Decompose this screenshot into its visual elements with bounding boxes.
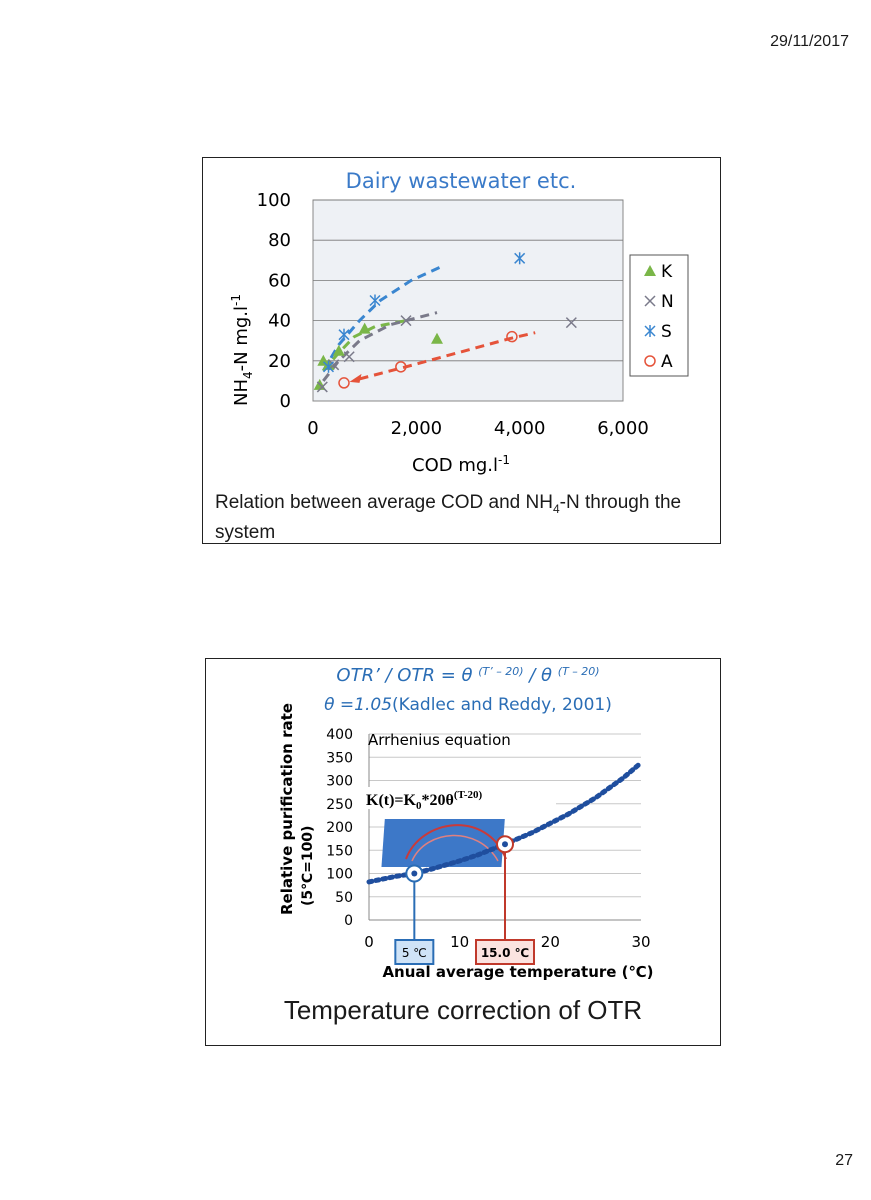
chart1-xtick-label: 2,000 xyxy=(391,418,443,439)
chart2-ytick-label: 50 xyxy=(335,890,353,906)
chart1-ytick-label: 20 xyxy=(268,351,291,372)
chart2-ytick-label: 250 xyxy=(326,797,353,813)
formula-line1: OTR’ / OTR = θ (T’ – 20) / θ (T – 20) xyxy=(336,665,599,686)
chart2-ytick-label: 400 xyxy=(326,727,353,743)
point-N-stroke xyxy=(316,381,328,393)
point-K xyxy=(332,344,345,356)
slide-cod-nh4: Dairy wastewater etc. 0 20 40 60 80 100 0 2,000… xyxy=(202,157,721,544)
marker-15c-dot xyxy=(502,841,508,848)
point-A xyxy=(338,377,350,389)
chart2-ytick-label: 350 xyxy=(326,750,353,766)
chart2-xtick-label: 20 xyxy=(541,933,560,951)
chart1-xtick-label: 4,000 xyxy=(494,418,546,439)
trendline-S xyxy=(322,264,443,372)
point-N-stroke xyxy=(343,351,355,363)
chart2-ytick-label: 300 xyxy=(326,774,353,790)
trendline-arrowhead xyxy=(349,373,362,383)
chart-temperature-correction: OTR’ / OTR = θ (T’ – 20) / θ (T – 20) θ … xyxy=(278,665,654,981)
marker-5c-dot xyxy=(411,870,418,877)
slide-temperature-correction: OTR’ / OTR = θ (T’ – 20) / θ (T – 20) θ … xyxy=(205,658,721,1046)
chart1-ytick-label: 100 xyxy=(257,190,291,211)
chart2-ytick-label: 200 xyxy=(326,820,353,836)
arrhenius-label: Arrhenius equation xyxy=(368,731,511,749)
chart1-xtick-label: 0 xyxy=(307,418,318,439)
box-15c xyxy=(475,939,535,965)
chart2-xtick-label: 10 xyxy=(450,933,469,951)
chart1-ytick-label: 0 xyxy=(280,391,291,412)
chart2-xtick-label: 0 xyxy=(364,933,374,951)
equation-label: K(t)=K0*20θ(T-20) xyxy=(366,789,483,812)
point-K xyxy=(431,332,443,344)
chart1-ylabel: NH4-N mg.l-1 xyxy=(229,294,255,406)
slide1-caption: Relation between average COD and NH4-N t… xyxy=(215,492,682,543)
chart1-title: Dairy wastewater etc. xyxy=(346,169,577,193)
chart1-points xyxy=(313,252,577,393)
chart1-plot-area xyxy=(312,199,624,402)
box-5c-label: 5 ℃ xyxy=(402,946,427,960)
chart2-ytick-label: 100 xyxy=(326,867,353,883)
chart1-xlabel: COD mg.l-1 xyxy=(412,453,510,476)
chart1-ytick-label: 40 xyxy=(268,311,291,332)
chart2-ylabel: Relative purification rate xyxy=(278,703,296,915)
legend-label-K: K xyxy=(661,262,673,282)
chart2-ylabel2: (5℃=100) xyxy=(300,826,316,906)
chart1-axes: 0 20 40 60 80 100 0 2,000 4,000 6,000 xyxy=(257,190,649,439)
curve-illustration xyxy=(381,819,507,867)
point-A xyxy=(395,361,407,373)
point-K xyxy=(358,322,371,334)
chart2-ytick-label: 150 xyxy=(326,843,353,859)
box-5c xyxy=(394,939,435,965)
slide2-caption: Temperature correction of OTR xyxy=(283,995,643,1025)
point-N-stroke xyxy=(644,295,656,307)
point-N-stroke xyxy=(565,317,577,329)
chart1-legend-box xyxy=(629,254,689,377)
chart2-xtick-label: 30 xyxy=(631,933,650,951)
point-A xyxy=(506,330,518,343)
chart2-xlabel: Anual average temperature (℃) xyxy=(382,963,653,981)
equation-backdrop xyxy=(356,787,556,809)
chart-cod-vs-nh4: Dairy wastewater etc. 0 20 40 60 80 100 0 2,000… xyxy=(229,169,689,476)
page-number: 27 xyxy=(835,1152,853,1169)
chart1-xtick-label: 6,000 xyxy=(597,418,649,439)
chart2-ytick-label: 0 xyxy=(344,913,353,929)
page-date: 29/11/2017 xyxy=(770,33,849,50)
formula-line2: θ =1.05(Kadlec and Reddy, 2001) xyxy=(324,695,612,715)
point-N-stroke xyxy=(400,315,412,327)
legend-label-S: S xyxy=(661,322,672,342)
chart1-grid xyxy=(312,199,624,402)
trendline-K xyxy=(322,319,407,372)
chart2-markers: 5 ℃ 15.0 ℃ xyxy=(394,835,535,965)
trendline-A xyxy=(359,331,536,381)
box-15c-label: 15.0 ℃ xyxy=(481,946,529,960)
point-A xyxy=(644,355,656,367)
chart1-ytick-label: 80 xyxy=(268,230,291,251)
legend-label-N: N xyxy=(661,292,674,312)
chart1-ytick-label: 60 xyxy=(268,270,291,291)
legend-label-A: A xyxy=(661,352,673,372)
point-K xyxy=(644,265,656,276)
